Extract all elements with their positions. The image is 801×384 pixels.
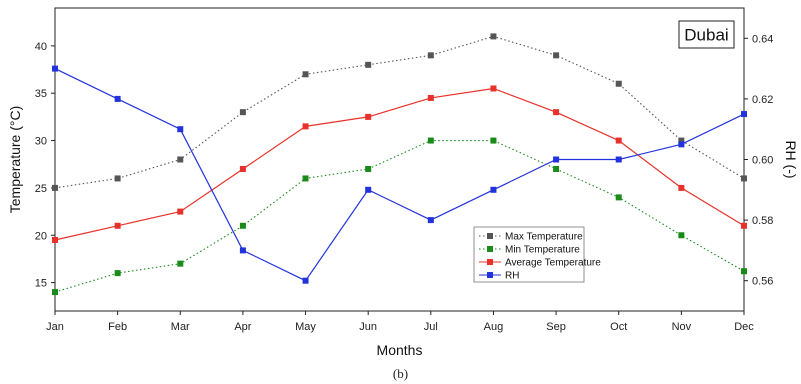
x-tick-label: Mar [171, 321, 190, 333]
data-point-min-temperature [177, 260, 184, 267]
data-point-max-temperature [302, 71, 309, 78]
data-point-max-temperature [490, 33, 497, 40]
series-line-max-temperature [54, 35, 745, 189]
x-tick-label: Aug [484, 321, 504, 333]
y-left-tick-label: 40 [35, 41, 47, 53]
data-point-average-temperature [427, 94, 434, 101]
x-tick-label: Sep [546, 321, 566, 333]
y-left-axis-title: Temperature (°C) [7, 106, 23, 214]
legend-marker [487, 246, 493, 252]
annotation-box [678, 20, 735, 49]
y-left-tick-label: 25 [35, 183, 47, 195]
x-tick-label: Feb [108, 321, 127, 333]
data-point-rh [302, 277, 309, 284]
legend-marker [487, 272, 493, 278]
legend-marker [487, 259, 493, 265]
axes-layer: Jan Feb Mar Apr May Jun Jul Aug Sep Oct Nov Dec 15 20… [7, 7, 799, 358]
series-line-average-temperature [54, 87, 745, 241]
legend-label: Min Temperature [505, 245, 580, 256]
data-point-rh [114, 95, 121, 102]
data-point-rh [365, 186, 372, 193]
legend-label: RH [505, 271, 519, 282]
data-point-rh [615, 156, 622, 163]
data-point-average-temperature [553, 109, 560, 116]
legend-label: Average Temperature [505, 258, 601, 269]
data-point-rh [553, 156, 560, 163]
data-point-rh [678, 141, 685, 148]
x-axis-title: Months [377, 342, 423, 358]
y-right-tick-label: 0.64 [752, 33, 773, 45]
data-point-average-temperature [302, 123, 309, 130]
y-right-axis-title: RH (-) [783, 140, 799, 178]
data-point-max-temperature [365, 61, 372, 68]
data-point-average-temperature [177, 208, 184, 215]
chart: Jan Feb Mar Apr May Jun Jul Aug Sep Oct Nov Dec 15 20… [7, 7, 799, 358]
series-layer [52, 33, 747, 296]
data-point-min-temperature [490, 137, 497, 144]
data-point-rh [52, 65, 58, 72]
data-point-min-temperature [114, 270, 121, 277]
data-point-min-temperature [678, 232, 685, 239]
data-point-min-temperature [52, 289, 58, 296]
x-tick-label: Apr [234, 321, 251, 333]
data-point-average-temperature [490, 85, 497, 92]
x-tick-label: Jan [46, 321, 64, 333]
data-point-max-temperature [239, 109, 246, 116]
data-point-max-temperature [52, 184, 58, 191]
data-point-min-temperature [365, 165, 372, 172]
legend-label: Max Temperature [505, 232, 583, 243]
data-point-max-temperature [678, 137, 685, 144]
figure-caption: (b) [392, 366, 409, 381]
y-right-tick-label: 0.58 [752, 215, 773, 227]
x-tick-label: May [295, 321, 316, 333]
data-point-rh [239, 247, 246, 254]
series-line-min-temperature [54, 140, 745, 293]
annotation-layer: Dubai [678, 20, 735, 49]
y-right-tick-label: 0.56 [752, 276, 773, 288]
data-point-average-temperature [615, 137, 622, 144]
data-point-min-temperature [302, 175, 309, 182]
data-point-min-temperature [615, 194, 622, 201]
x-tick-label: Jun [359, 321, 377, 333]
annotation-label: Dubai [684, 26, 728, 45]
data-point-max-temperature [114, 175, 121, 182]
series-line-rh [54, 68, 745, 282]
x-tick-label: Nov [672, 321, 692, 333]
data-point-rh [741, 111, 747, 118]
data-point-average-temperature [239, 165, 246, 172]
data-point-max-temperature [177, 156, 184, 163]
x-tick-label: Dec [734, 321, 754, 333]
y-right-tick-label: 0.60 [752, 155, 773, 167]
data-point-average-temperature [114, 222, 121, 229]
data-point-average-temperature [741, 222, 747, 229]
data-point-rh [490, 186, 497, 193]
data-point-rh [177, 126, 184, 133]
data-point-min-temperature [239, 222, 246, 229]
data-point-average-temperature [365, 113, 372, 120]
legend-marker [487, 233, 493, 239]
y-right-tick-label: 0.62 [752, 94, 773, 106]
data-point-rh [427, 217, 434, 224]
y-left-tick-label: 15 [35, 278, 47, 290]
data-point-max-temperature [427, 52, 434, 59]
data-point-average-temperature [52, 236, 58, 243]
y-left-tick-label: 30 [35, 136, 47, 148]
data-point-max-temperature [553, 52, 560, 59]
data-point-max-temperature [615, 80, 622, 87]
x-tick-label: Oct [610, 321, 627, 333]
x-tick-label: Jul [424, 321, 438, 333]
data-point-min-temperature [553, 165, 560, 172]
data-point-min-temperature [427, 137, 434, 144]
plot-frame [54, 7, 745, 312]
legend: Max Temperature Min Temperature Average Te… [473, 226, 601, 283]
data-point-average-temperature [678, 184, 685, 191]
data-point-min-temperature [741, 268, 747, 275]
y-left-tick-label: 35 [35, 88, 47, 100]
data-point-max-temperature [741, 175, 747, 182]
y-left-tick-label: 20 [35, 230, 47, 242]
